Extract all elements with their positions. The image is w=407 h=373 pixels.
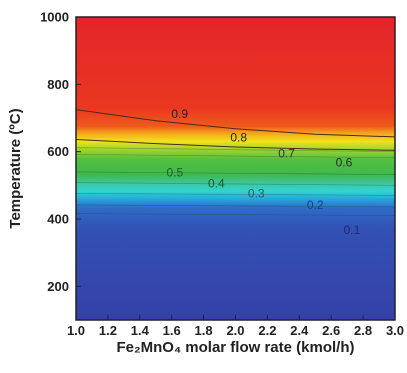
x-axis: 1.0 1.2 1.4 1.6 1.8 2.0 2.2 2.4 2.6 2.8 3.0 [67,315,404,338]
y-tick-label: 200 [47,279,69,294]
x-tick-label: 1.8 [195,323,213,338]
contour-line-0.3 [75,193,396,196]
contour-labels: 0.9 0.8 0.7 0.6 0.5 0.4 0.3 0.2 0.1 [167,107,361,237]
x-tick-label: 1.0 [67,323,85,338]
y-axis: 200 400 600 800 1000 [40,10,81,294]
y-tick-label: 1000 [40,10,69,25]
contour-line-0.9 [75,109,396,138]
plot-area: 0.9 0.8 0.7 0.6 0.5 0.4 0.3 0.2 0.1 [75,16,396,321]
x-tick-label: 2.8 [354,323,372,338]
heatmap-field [76,17,395,320]
contour-lines [75,109,396,216]
y-tick-label: 800 [47,77,69,92]
contour-label: 0.2 [307,198,324,212]
contour-label: 0.6 [336,155,353,169]
x-tick-label: 2.4 [290,323,309,338]
contour-line-0.5 [75,171,396,175]
x-tick-label: 1.6 [163,323,181,338]
contour-label: 0.8 [230,131,247,145]
contour-line-0.2 [75,204,396,208]
contour-line-0.8 [75,139,396,151]
x-tick-label: 2.2 [258,323,276,338]
y-tick-label: 400 [47,212,69,227]
x-tick-label: 1.4 [131,323,150,338]
x-tick-label: 2.0 [226,323,244,338]
contour-line-0.4 [75,182,396,186]
y-tick-label: 600 [47,144,69,159]
contour-label: 0.3 [248,186,265,200]
x-tick-label: 3.0 [386,323,404,338]
contour-label: 0.9 [171,107,188,121]
x-tick-label: 1.2 [99,323,117,338]
contour-label: 0.4 [208,176,225,190]
y-axis-label: Temperature (ºC) [7,108,24,228]
x-tick-label: 2.6 [322,323,340,338]
contour-line-0.7 [75,147,396,153]
contour-label: 0.5 [167,166,184,180]
contour-label: 0.1 [344,223,361,237]
contour-line-0.6 [75,154,396,159]
contour-label: 0.7 [278,147,295,161]
contour-line-0.1 [75,213,396,216]
x-axis-label: Fe₂MnO₄ molar flow rate (kmol/h) [116,339,354,356]
